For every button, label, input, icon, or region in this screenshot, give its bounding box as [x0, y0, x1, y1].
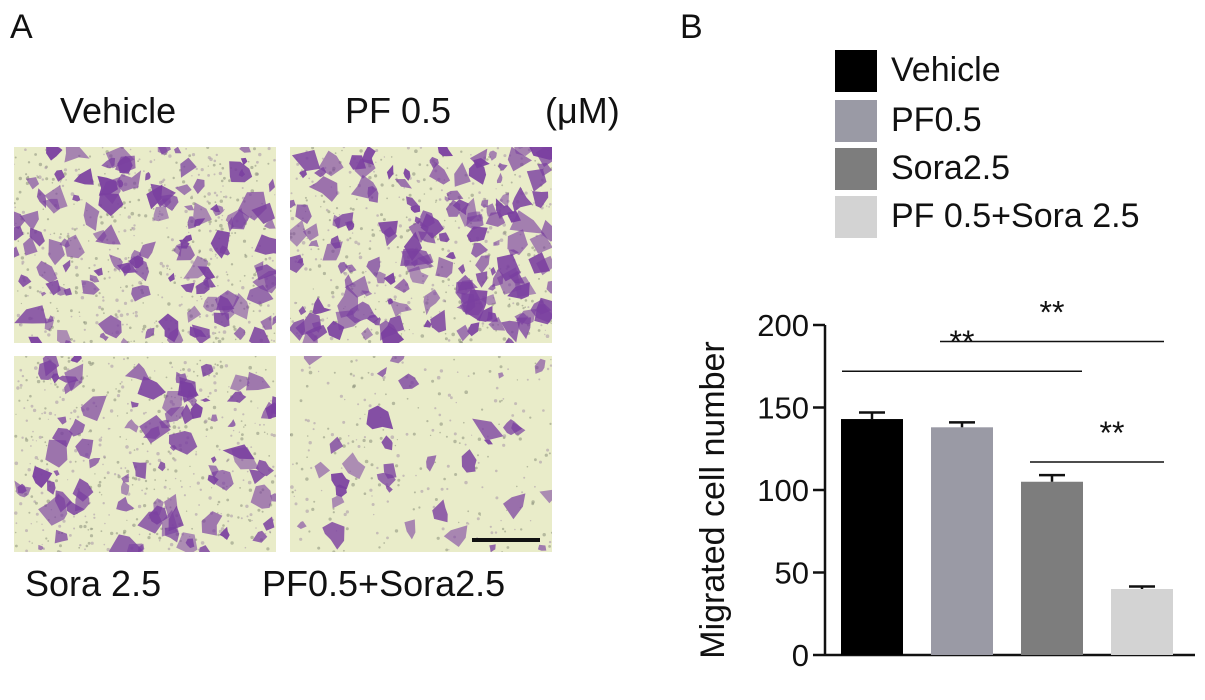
- micrograph-pf: [290, 147, 552, 343]
- label-sora: Sora 2.5: [25, 563, 162, 604]
- legend-label: Sora2.5: [891, 149, 1011, 187]
- bar-3: [1111, 589, 1173, 655]
- y-axis-label: Migrated cell number: [694, 341, 732, 658]
- label-combo: PF0.5+Sora2.5: [262, 563, 506, 604]
- legend-label: PF0.5: [891, 101, 982, 139]
- legend-swatch: [835, 196, 877, 238]
- micrograph-sora: [14, 356, 276, 552]
- bar-2: [1021, 481, 1083, 655]
- micrograph-combo: [290, 356, 552, 552]
- scale-bar: [472, 538, 540, 542]
- label-vehicle: Vehicle: [60, 90, 177, 131]
- bar-1: [931, 427, 993, 655]
- micrograph-vehicle: [14, 147, 276, 343]
- significance-label: **: [1040, 295, 1065, 331]
- y-tick-label: 0: [792, 638, 809, 673]
- legend-swatch: [835, 100, 877, 142]
- panel-a-letter: A: [10, 8, 33, 46]
- legend-swatch: [835, 50, 877, 92]
- y-tick-label: 50: [775, 556, 809, 591]
- unit-label: (μM): [545, 90, 620, 131]
- bar-0: [841, 419, 903, 655]
- y-tick-label: 150: [757, 391, 809, 426]
- legend-label: PF 0.5+Sora 2.5: [891, 197, 1140, 235]
- legend-swatch: [835, 148, 877, 190]
- panel-b-letter: B: [680, 8, 703, 46]
- y-tick-label: 200: [757, 308, 809, 343]
- significance-label: **: [1100, 415, 1125, 451]
- legend-label: Vehicle: [891, 51, 1001, 89]
- label-pf: PF 0.5: [345, 90, 452, 131]
- y-tick-label: 100: [757, 473, 809, 508]
